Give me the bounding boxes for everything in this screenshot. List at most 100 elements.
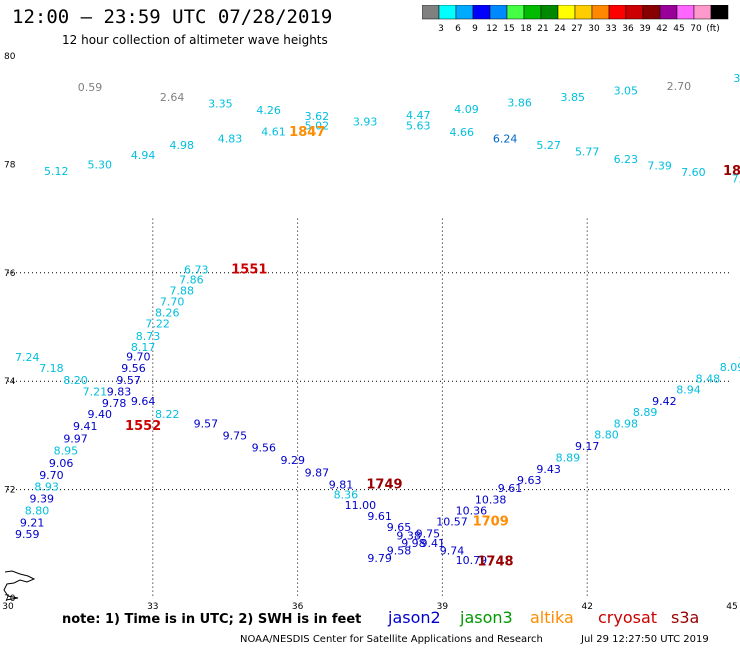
wave-height-value: 2.64 xyxy=(160,91,185,104)
longitude-labels: 30 33 36 39 42 45 xyxy=(2,602,737,612)
wave-height-value: 9.57 xyxy=(116,374,141,387)
latitude-label: 74 xyxy=(4,377,16,387)
wave-height-value: 8.17 xyxy=(131,341,156,354)
wave-height-value: 9.58 xyxy=(387,545,412,558)
wave-height-value: 6.23 xyxy=(614,153,639,166)
longitude-label: 33 xyxy=(147,602,158,612)
longitude-label: 42 xyxy=(581,602,592,612)
colorbar-label: (ft) xyxy=(706,24,720,34)
colorbar-label: 33 xyxy=(605,24,616,34)
map-title: 12:00 – 23:59 UTC 07/28/2019 xyxy=(12,6,333,28)
wave-height-value: 3.35 xyxy=(208,97,233,110)
latitude-label: 80 xyxy=(4,52,16,62)
credit-text: NOAA/NESDIS Center for Satellite Applica… xyxy=(240,634,543,645)
wave-height-value: 9.06 xyxy=(49,457,74,470)
wave-height-value: 8.94 xyxy=(676,384,701,397)
legend-jason3: jason3 xyxy=(460,608,513,627)
colorbar-label: 27 xyxy=(571,24,582,34)
wave-height-value: 8.26 xyxy=(155,307,180,320)
wave-height-value: 10.79 xyxy=(456,554,488,567)
note-text: note: 1) Time is in UTC; 2) SWH is in fe… xyxy=(62,612,362,627)
latitude-labels: 80 78 76 74 72 70 xyxy=(4,52,16,604)
wave-height-value: 10.36 xyxy=(456,505,488,518)
wave-height-value: 11.00 xyxy=(345,499,377,512)
colorbar-label: 18 xyxy=(520,24,532,34)
wave-height-value: 8.22 xyxy=(155,408,180,421)
wave-height-value: 7. xyxy=(732,172,740,185)
wave-height-value: 9.43 xyxy=(536,463,561,476)
wave-height-value: 8.80 xyxy=(594,429,619,442)
wave-height-value: 5.12 xyxy=(44,165,69,178)
wave-height-value: 9.75 xyxy=(223,430,248,443)
wave-height-value: 8.89 xyxy=(556,451,581,464)
wave-height-value: 7.39 xyxy=(647,159,672,172)
pass-time-label: 1552 xyxy=(125,419,161,434)
longitude-label: 36 xyxy=(292,602,304,612)
wave-height-value: 9.38 xyxy=(396,529,421,542)
longitude-label: 39 xyxy=(437,602,449,612)
wave-height-value: 8.20 xyxy=(63,374,88,387)
wave-height-value: 3.85 xyxy=(560,91,585,104)
wave-height-value: 4.98 xyxy=(170,139,195,152)
wave-height-value: 9.61 xyxy=(367,510,392,523)
wave-height-value: 7.60 xyxy=(681,166,706,179)
colorbar-label: 6 xyxy=(455,24,461,34)
wave-height-value: 9.87 xyxy=(305,467,330,480)
wave-height-value: 8.80 xyxy=(25,505,50,518)
wave-height-value: 3.93 xyxy=(353,115,378,128)
coastline xyxy=(3,570,36,601)
wave-height-value: 9.42 xyxy=(652,395,677,408)
pass-time-label: 1709 xyxy=(473,514,509,529)
latitude-label: 76 xyxy=(4,269,16,279)
wave-height-value: 4.47 xyxy=(406,109,431,122)
legend-jason2: jason2 xyxy=(388,608,441,627)
wave-height-value: 5.77 xyxy=(575,146,600,159)
colorbar-label: 21 xyxy=(537,24,548,34)
wave-height-value: 7.24 xyxy=(15,351,40,364)
wave-height-value: 9.17 xyxy=(575,440,600,453)
wave-height-value: 9.81 xyxy=(329,479,354,492)
wave-height-value: 9.61 xyxy=(498,482,523,495)
wave-height-value: 7.18 xyxy=(39,362,64,375)
pass-time-label: 1551 xyxy=(231,262,267,277)
wave-height-value: 9.57 xyxy=(194,417,219,430)
pass-time-label: 18 xyxy=(723,164,740,179)
wave-height-value: 7.70 xyxy=(160,295,185,308)
wave-height-value: 9.70 xyxy=(39,469,64,482)
wave-height-value: 10.38 xyxy=(475,494,507,507)
colorbar-label: 39 xyxy=(639,24,651,34)
wave-height-value: 10.57 xyxy=(436,515,468,528)
wave-height-value: 9.64 xyxy=(131,395,156,408)
colorbar-label: 9 xyxy=(472,24,478,34)
wave-height-value: 8.98 xyxy=(614,417,639,430)
coastline-shape xyxy=(3,570,36,601)
wave-height-value: 6.24 xyxy=(493,133,518,146)
wave-height-value: 9.78 xyxy=(102,397,127,410)
legend-s3a: s3a xyxy=(671,608,700,627)
wave-height-value: 3.05 xyxy=(614,84,639,97)
wave-height-value: 5.02 xyxy=(305,120,330,133)
wave-height-value: 8.48 xyxy=(696,372,721,385)
wave-height-value: 9.59 xyxy=(15,528,40,541)
wave-height-value: 9.21 xyxy=(20,516,45,529)
pass-time-label: 1749 xyxy=(366,478,402,493)
wave-height-value: 4.83 xyxy=(218,133,243,146)
longitude-label: 45 xyxy=(726,602,737,612)
colorbar-label: 24 xyxy=(554,24,566,34)
colorbar-label: 70 xyxy=(690,24,702,34)
wave-height-value: 4.66 xyxy=(449,126,474,139)
wave-height-value: 7.21 xyxy=(83,385,108,398)
colorbar-legend: 3 6 9 12 15 18 21 24 27 30 33 36 39 42 45 70 (ft) xyxy=(422,5,729,34)
graticule xyxy=(8,218,732,598)
wave-height-value: 5.30 xyxy=(87,159,112,172)
wave-height-value: 0.59 xyxy=(78,81,103,94)
wave-height-value: 9.79 xyxy=(367,552,392,565)
longitude-label: 30 xyxy=(2,602,14,612)
wave-height-value: 4.09 xyxy=(454,103,479,116)
wave-height-value: 9.56 xyxy=(252,442,277,455)
wave-height-value: 9.40 xyxy=(87,408,112,421)
wave-height-value: 5.27 xyxy=(536,139,561,152)
colorbar-swatch xyxy=(710,5,729,20)
wave-height-value: 9.97 xyxy=(63,432,88,445)
